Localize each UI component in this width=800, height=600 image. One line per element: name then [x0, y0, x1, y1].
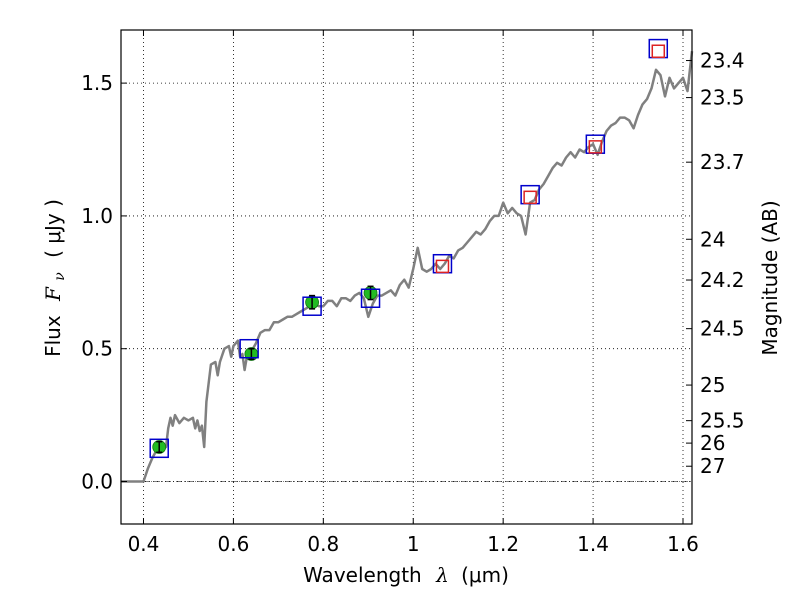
y-axis-label-subscript: ν [52, 272, 68, 281]
model-flux-square [302, 296, 322, 316]
x-axis-label-symbol: λ [435, 563, 449, 587]
x-axis-label: Wavelength λ (μm) [303, 563, 509, 587]
predicted-flux-square [523, 190, 537, 205]
sed-model-line [121, 51, 694, 483]
y-axis-label: Flux F ν ( μJy ) [41, 199, 69, 357]
x-tick-label: 0.8 [307, 532, 339, 556]
x-tick-label: 1.2 [487, 532, 519, 556]
x-axis-label-unit: (μm) [461, 563, 509, 587]
y-axis-label-text: Flux [41, 315, 65, 357]
series-layer [121, 38, 694, 483]
model-flux-square [149, 438, 169, 459]
x-tick-label: 0.4 [128, 532, 160, 556]
y-tick-label: 1.0 [81, 204, 113, 228]
x-tick-label: 1 [407, 532, 420, 556]
right-axis-label: Magnitude (AB) [758, 200, 782, 355]
right-tick-label: 24.5 [700, 317, 745, 341]
right-tick-label: 24.2 [700, 268, 745, 292]
model-flux-square [360, 288, 381, 308]
right-tick-label: 23.7 [700, 150, 745, 174]
right-tick-label: 23.4 [700, 49, 745, 73]
right-tick-label: 26 [700, 431, 725, 455]
right-tick-label: 23.5 [700, 86, 745, 110]
x-axis-label-text: Wavelength [303, 563, 422, 587]
y-axis-label-symbol: F [41, 286, 65, 302]
x-tick-label: 1.6 [667, 532, 699, 556]
right-tick-label: 27 [700, 454, 725, 478]
predicted-flux-square [588, 140, 603, 154]
predicted-flux-square [651, 44, 666, 58]
y-tick-label: 0.0 [81, 470, 113, 494]
x-tick-label: 0.6 [217, 532, 249, 556]
y-tick-label: 1.5 [81, 71, 113, 95]
y-axis-label-unit: ( μJy ) [41, 199, 65, 258]
tick-layer: 0.4 0.6 0.8 1 1.2 1.4 1.6 0.0 0.5 1.0 1.5 23.4 23.5 2… [81, 30, 745, 556]
right-tick-label: 25 [700, 373, 725, 397]
predicted-flux-square [435, 259, 450, 274]
right-tick-label: 25.5 [700, 409, 745, 433]
grid-lines [121, 30, 692, 524]
right-tick-label: 24 [700, 227, 725, 251]
y-tick-label: 0.5 [81, 337, 113, 361]
x-tick-label: 1.4 [577, 532, 609, 556]
model-flux-square [239, 338, 259, 359]
plot-frame [120, 29, 693, 525]
